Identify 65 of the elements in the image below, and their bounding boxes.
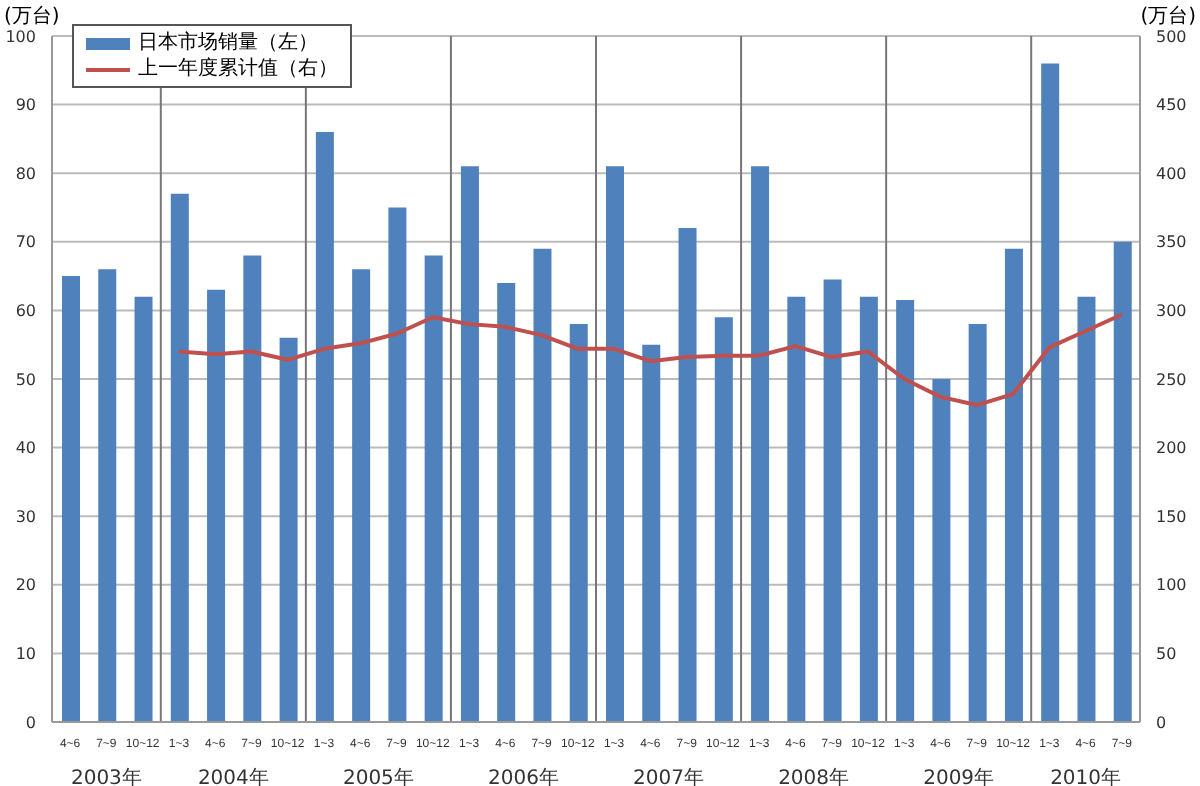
text: 2003年	[70, 766, 142, 786]
bar	[569, 324, 588, 722]
y2-tick-label: 450	[1156, 96, 1187, 115]
y-tick-label: 20	[15, 576, 36, 595]
y-tick-label: 60	[15, 302, 36, 321]
bar	[134, 296, 153, 722]
bar	[1004, 248, 1023, 722]
bar	[1077, 296, 1096, 722]
bar	[823, 279, 842, 722]
y-tick-label: 90	[15, 96, 36, 115]
y2-tick-label: 0	[1156, 713, 1167, 732]
y-tick-label: 10	[15, 645, 36, 664]
y-tick-label: 100	[5, 27, 36, 46]
bar	[388, 207, 407, 722]
bar	[606, 166, 624, 722]
y2-tick-label: 250	[1156, 370, 1187, 389]
y-tick-label: 70	[15, 233, 36, 252]
y2-tick-label: 300	[1156, 302, 1187, 321]
bar	[678, 228, 697, 722]
bar	[315, 132, 334, 722]
text: 2009年	[923, 766, 995, 786]
bar	[1041, 63, 1060, 722]
text: 2008年	[778, 766, 850, 786]
bar	[751, 166, 770, 722]
bar	[243, 255, 262, 722]
bar	[170, 193, 189, 722]
bar	[424, 255, 443, 722]
text: 2006年	[488, 766, 559, 786]
bar	[714, 317, 733, 722]
y-tick-label: 30	[15, 507, 36, 526]
y-axis-title: (万台)	[4, 3, 60, 30]
bar	[533, 248, 552, 722]
bar	[98, 269, 117, 722]
line-series	[176, 312, 1124, 408]
text: 2004年	[197, 766, 269, 786]
y2-tick-label: 150	[1156, 507, 1187, 526]
y2-tick-label: 200	[1156, 439, 1187, 458]
bar	[497, 282, 516, 722]
bar	[968, 324, 987, 722]
y2-tick-label: 500	[1156, 27, 1187, 46]
bar	[642, 344, 661, 722]
bar	[460, 166, 479, 722]
legend-label: 上一年度累计值（右）	[138, 56, 338, 82]
bar	[279, 337, 298, 722]
y-tick-label: 40	[15, 439, 36, 458]
bar	[352, 269, 371, 722]
y-tick-label: 0	[25, 713, 36, 732]
bar	[787, 296, 806, 722]
bar	[207, 289, 226, 722]
y2-axis-title: (万台)	[1140, 3, 1196, 30]
bar	[1113, 241, 1132, 722]
bar	[859, 296, 878, 722]
bar	[62, 276, 80, 722]
y2-tick-label: 100	[1156, 576, 1187, 595]
y-tick-label: 50	[15, 370, 36, 389]
y2-tick-label: 350	[1156, 233, 1187, 252]
y2-tick-label: 50	[1156, 645, 1177, 664]
bar	[932, 379, 951, 722]
text: 2007年	[633, 766, 704, 786]
bar	[896, 300, 915, 722]
legend-label: 日本市场销量（左）	[138, 30, 318, 56]
y-tick-label: 80	[15, 164, 36, 183]
y2-tick-label: 400	[1156, 164, 1187, 183]
text: 2010年	[1050, 766, 1122, 786]
text: 2005年	[342, 766, 414, 786]
